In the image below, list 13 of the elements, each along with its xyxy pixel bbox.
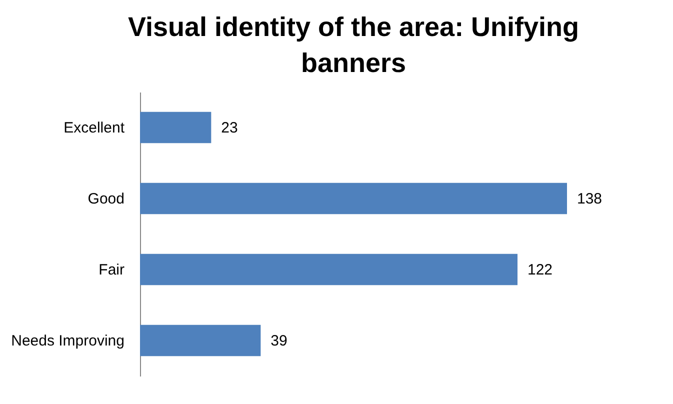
- y-tick-label: Fair: [98, 262, 124, 278]
- bar: [140, 324, 261, 356]
- chart-title: Visual identity of the area: Unifying banners: [128, 12, 580, 78]
- data-label: 39: [270, 332, 288, 350]
- bar: [140, 182, 567, 214]
- data-label: 122: [527, 262, 553, 278]
- data-label: 23: [221, 120, 238, 136]
- y-tick-label: Needs Improving: [11, 332, 124, 350]
- bar: [140, 254, 518, 286]
- data-label: 138: [577, 190, 602, 208]
- y-tick-label: Good: [88, 190, 124, 208]
- y-tick-label: Excellent: [64, 120, 126, 136]
- bar: [140, 112, 212, 144]
